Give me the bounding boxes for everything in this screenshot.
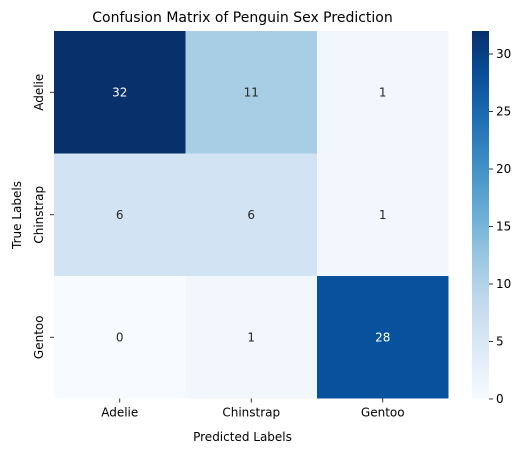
x-tick-label: Gentoo — [361, 406, 405, 420]
heatmap-cell — [54, 276, 186, 399]
cell-value: 1 — [247, 330, 255, 344]
y-tick-label: Adelie — [32, 74, 46, 111]
y-axis-label: True Labels — [10, 181, 24, 250]
colorbar-tick-label: 10 — [496, 277, 511, 291]
cell-value: 32 — [112, 85, 127, 99]
y-axis: Adelie Chinstrap Gentoo — [32, 74, 54, 359]
cell-value: 1 — [379, 85, 387, 99]
x-axis: Adelie Chinstrap Gentoo — [101, 398, 405, 420]
colorbar-tick-label: 30 — [496, 47, 511, 61]
colorbar-tick-label: 15 — [496, 220, 511, 234]
heatmap-cell — [317, 276, 449, 399]
y-tick-label: Chinstrap — [32, 186, 46, 244]
x-tick-label: Chinstrap — [222, 406, 280, 420]
y-tick-label: Gentoo — [32, 315, 46, 359]
x-tick-label: Adelie — [101, 406, 138, 420]
cell-annotations: 32 11 16 6 10 1 28 — [112, 85, 390, 344]
cell-value: 0 — [116, 330, 124, 344]
cell-value: 6 — [116, 208, 124, 222]
heatmap-cell — [317, 153, 449, 276]
colorbar-tick-label: 0 — [496, 392, 504, 406]
x-axis-label: Predicted Labels — [193, 430, 292, 444]
colorbar-tick-label: 25 — [496, 105, 511, 119]
heatmap-cell — [185, 276, 317, 399]
chart-title: Confusion Matrix of Penguin Sex Predicti… — [92, 10, 393, 26]
heatmap-cell — [54, 31, 186, 154]
cell-value: 6 — [247, 208, 255, 222]
colorbar-tick-label: 5 — [496, 335, 504, 349]
cell-value: 28 — [375, 330, 390, 344]
colorbar — [472, 31, 489, 399]
colorbar-tick-label: 20 — [496, 162, 511, 176]
heatmap-cell — [54, 153, 186, 276]
heatmap-cell — [185, 153, 317, 276]
heatmap-cells — [54, 31, 449, 399]
heatmap-cell — [185, 31, 317, 154]
cell-value: 11 — [244, 85, 259, 99]
colorbar-axis: 0 5 10 15 20 25 30 — [489, 47, 511, 406]
heatmap-cell — [317, 31, 449, 154]
cell-value: 1 — [379, 208, 387, 222]
